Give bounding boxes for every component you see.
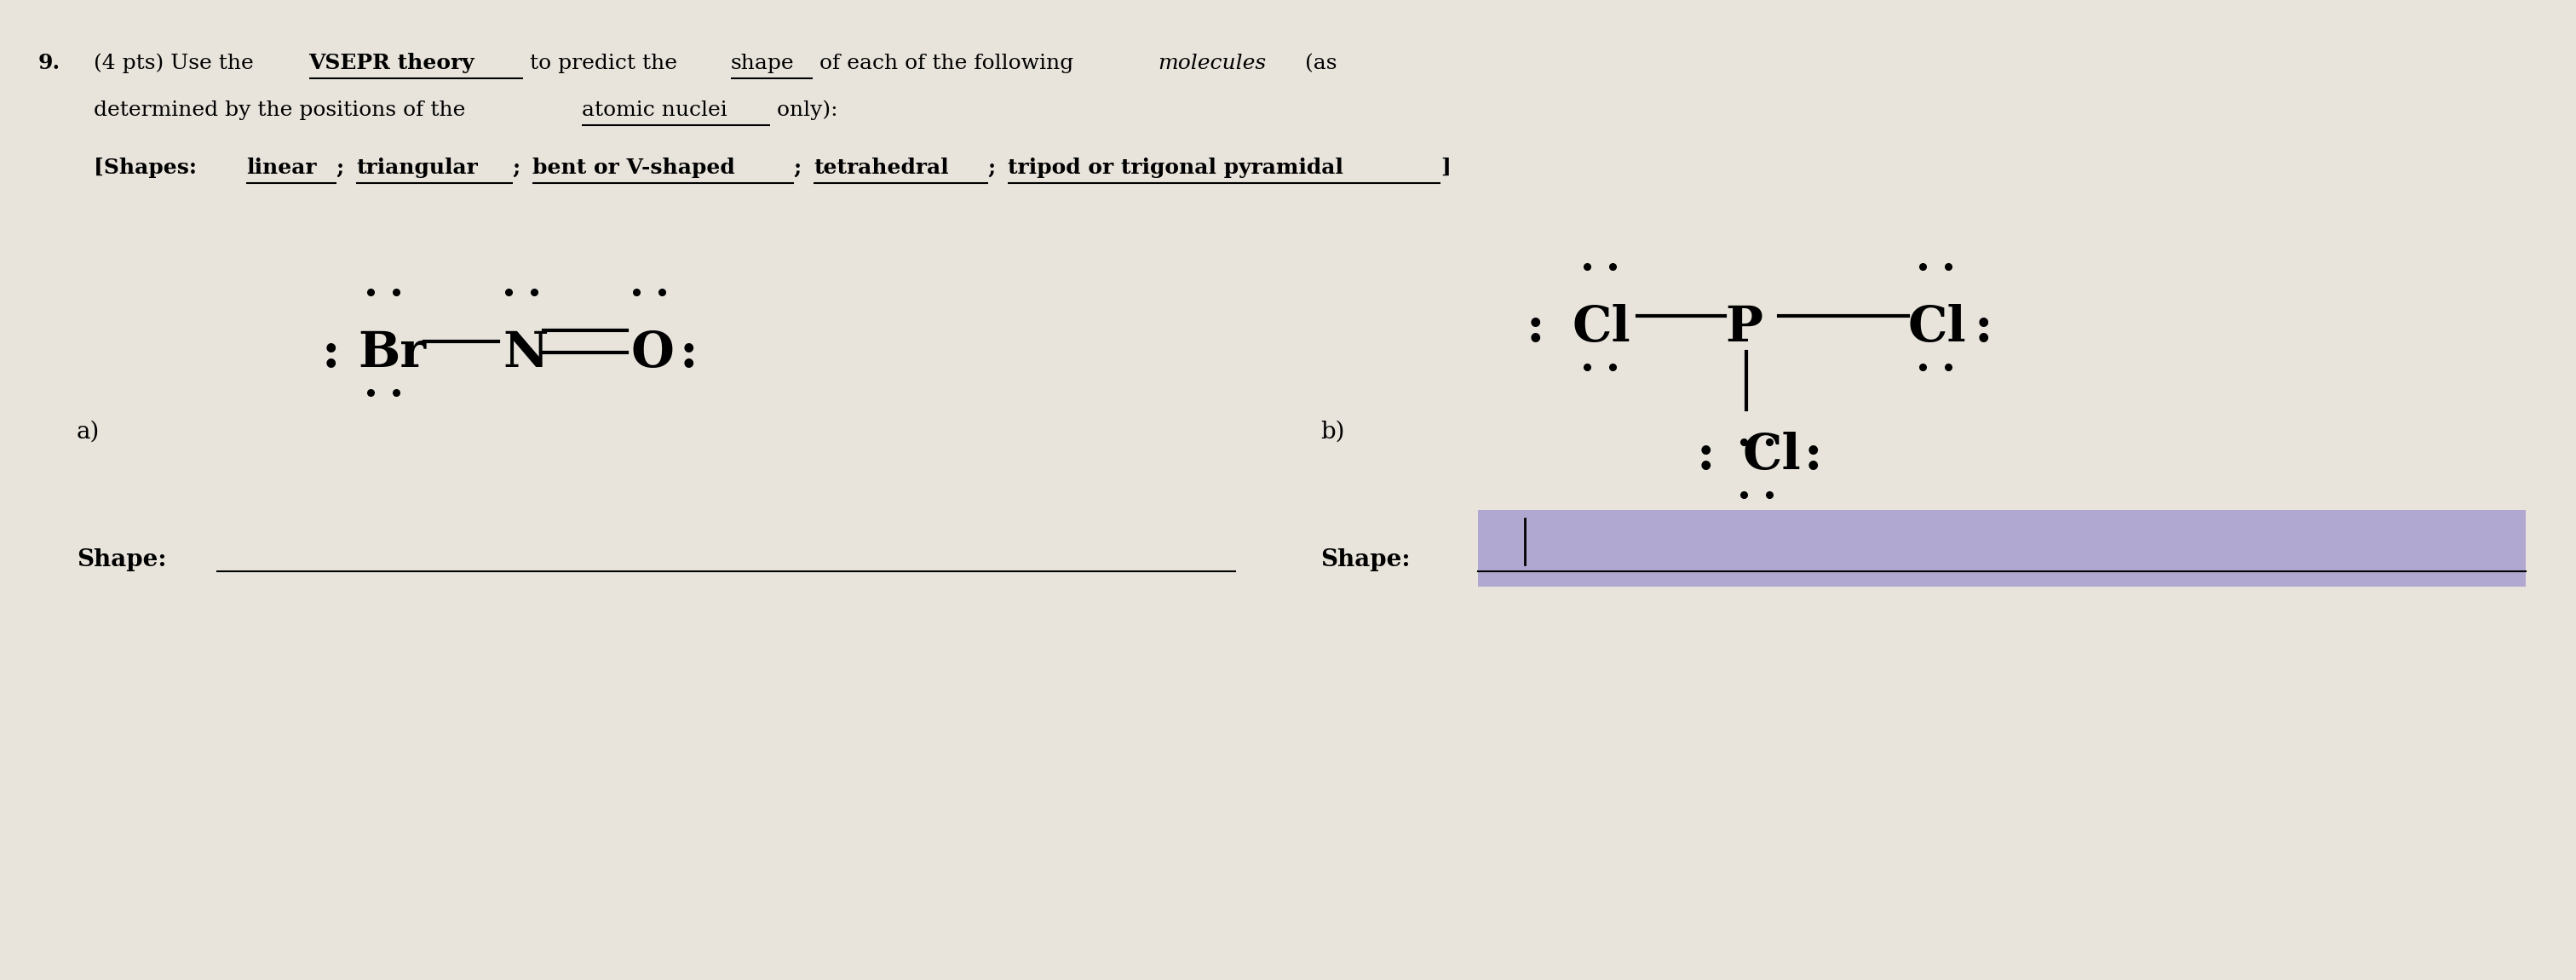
Text: Shape:: Shape: (77, 549, 167, 571)
Text: Shape:: Shape: (1321, 549, 1409, 571)
Text: tetrahedral: tetrahedral (814, 158, 948, 178)
Text: Br: Br (358, 329, 425, 377)
Text: a): a) (77, 420, 100, 444)
FancyBboxPatch shape (1479, 510, 2524, 587)
Text: Cl: Cl (1571, 304, 1631, 352)
Text: ;: ; (793, 158, 809, 178)
Text: tripod or trigonal pyramidal: tripod or trigonal pyramidal (1007, 158, 1342, 178)
Text: :: : (1976, 304, 1994, 352)
Text: of each of the following: of each of the following (811, 54, 1079, 73)
Text: to predict the: to predict the (523, 54, 683, 73)
Text: :: : (1803, 431, 1824, 479)
Text: [Shapes:: [Shapes: (93, 158, 211, 178)
Text: Cl: Cl (1909, 304, 1965, 352)
Text: 9.: 9. (39, 53, 62, 73)
Text: shape: shape (732, 54, 793, 73)
Text: determined by the positions of the: determined by the positions of the (93, 101, 471, 121)
Text: P: P (1726, 304, 1762, 352)
Text: O: O (631, 329, 675, 377)
Text: ]: ] (1440, 158, 1450, 178)
Text: Cl: Cl (1741, 431, 1801, 479)
Text: b): b) (1321, 420, 1345, 444)
Text: triangular: triangular (355, 158, 479, 178)
Text: (4 pts) Use the: (4 pts) Use the (93, 53, 260, 73)
Text: (as: (as (1298, 54, 1337, 73)
Text: :: : (680, 329, 698, 377)
Text: only):: only): (770, 100, 837, 121)
Text: ;: ; (989, 158, 1005, 178)
Text: ;: ; (337, 158, 353, 178)
Text: linear: linear (245, 158, 317, 178)
Text: atomic nuclei: atomic nuclei (582, 101, 726, 121)
Text: molecules: molecules (1159, 54, 1267, 73)
Text: :: : (322, 329, 340, 377)
Text: :: : (1698, 431, 1716, 479)
Text: :: : (1528, 304, 1546, 352)
Text: VSEPR theory: VSEPR theory (309, 53, 474, 73)
Text: ;: ; (513, 158, 528, 178)
Text: N: N (502, 329, 549, 377)
Text: bent or V-shaped: bent or V-shaped (533, 158, 734, 178)
